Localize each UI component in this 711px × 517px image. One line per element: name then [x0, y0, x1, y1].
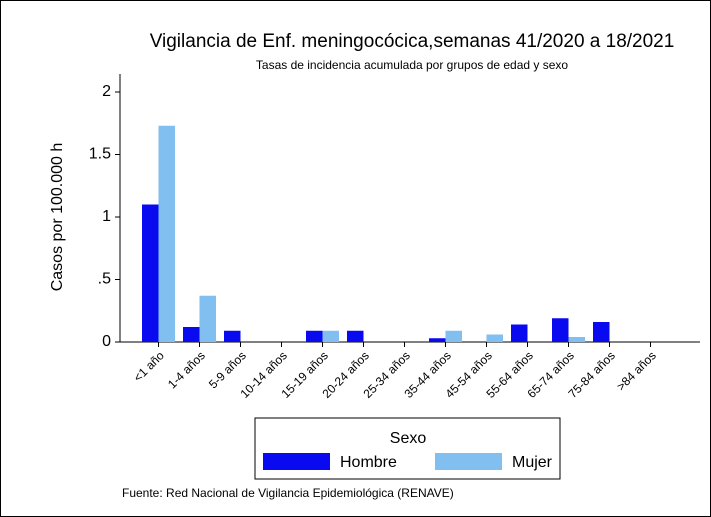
- bar: [142, 204, 159, 342]
- bar: [199, 295, 216, 342]
- legend-title: Sexo: [390, 430, 427, 447]
- chart-subtitle: Tasas de incidencia acumulada por grupos…: [256, 58, 569, 72]
- bar: [552, 318, 569, 342]
- legend-label: Mujer: [512, 454, 553, 471]
- bar: [158, 125, 175, 342]
- chart-title: Vigilancia de Enf. meningocócica,semanas…: [150, 31, 675, 52]
- bar: [224, 330, 241, 342]
- legend-label: Hombre: [340, 454, 397, 471]
- legend-swatch: [435, 453, 502, 470]
- bar: [347, 330, 364, 342]
- y-tick-label: 1.5: [89, 146, 111, 163]
- y-tick-label: 0: [102, 333, 111, 350]
- y-tick-label: 2: [102, 83, 111, 100]
- legend-swatch: [263, 453, 330, 470]
- bar: [511, 324, 528, 342]
- bar: [568, 337, 585, 342]
- y-tick-label: .5: [98, 271, 111, 288]
- source: Fuente: Red Nacional de Vigilancia Epide…: [122, 486, 454, 500]
- bar: [593, 322, 610, 342]
- bar: [429, 338, 446, 342]
- bar: [306, 330, 323, 342]
- y-tick-label: 1: [102, 208, 111, 225]
- bar: [445, 330, 462, 342]
- bar: [183, 327, 200, 342]
- bar: [322, 330, 339, 342]
- bar: [486, 334, 503, 342]
- y-axis-label: Casos por 100.000 h: [49, 143, 66, 292]
